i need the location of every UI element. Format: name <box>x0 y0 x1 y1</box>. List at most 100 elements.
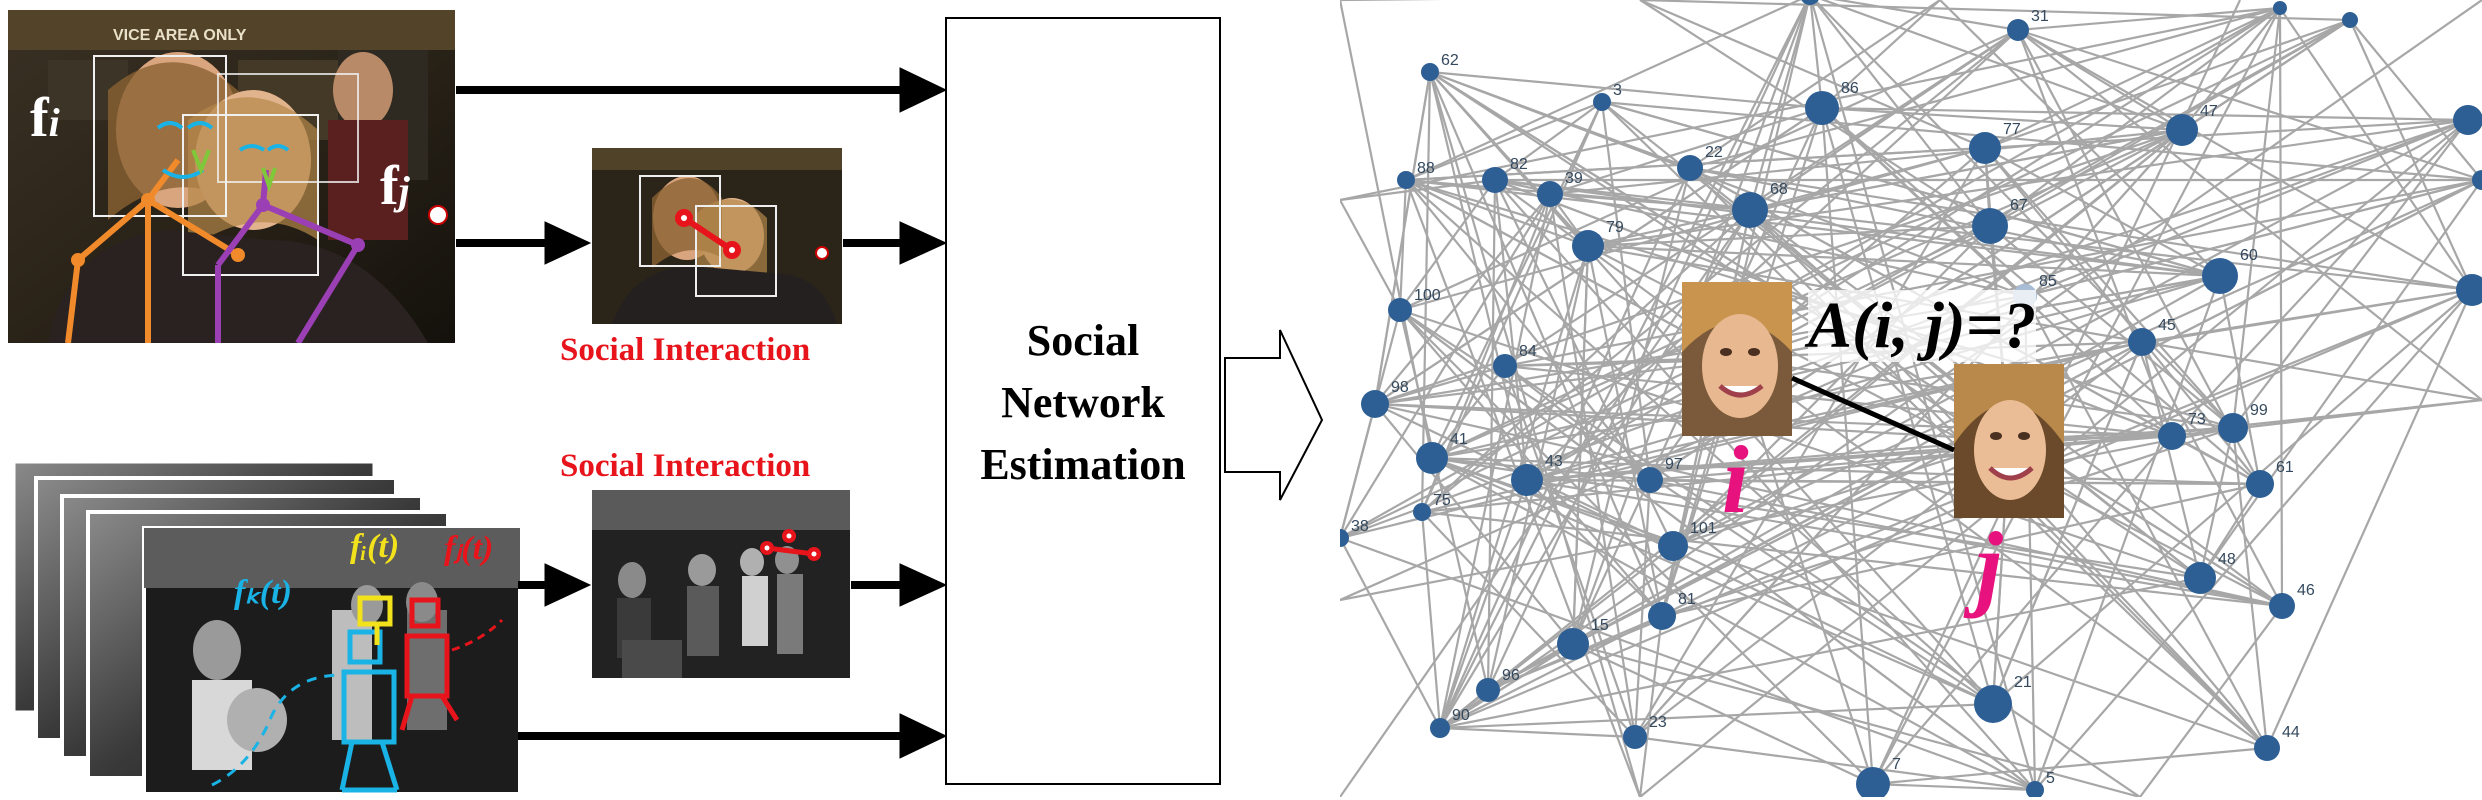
graph-edge <box>1431 456 2261 486</box>
graph-edge <box>1420 71 1432 513</box>
graph-edge <box>2265 289 2474 749</box>
arrow-to-photo-bottom-head <box>544 563 592 607</box>
graph-edge <box>1405 179 1994 705</box>
graph-node-label: 23 <box>1649 714 1667 731</box>
graph-edge <box>1821 0 1941 109</box>
graph-edge <box>1431 274 2221 460</box>
graph-edge <box>1526 438 2010 482</box>
graph-node <box>2007 19 2029 41</box>
graph-edge <box>1638 615 1664 797</box>
graph-edge <box>1672 225 1991 547</box>
graph-edge <box>2017 28 2482 182</box>
graph-node <box>1856 767 1890 797</box>
node-i-label: i <box>1722 426 1749 533</box>
graph-node <box>2453 105 2482 135</box>
interaction-photo-bottom <box>592 490 850 678</box>
graph-edge <box>1494 101 1603 181</box>
graph-edge <box>1639 0 2351 22</box>
graph-edge <box>1639 0 1986 150</box>
arrow-bottom-long-head <box>899 713 948 759</box>
graph-edge <box>1421 511 1636 738</box>
graph-node <box>1648 602 1676 630</box>
affinity-label: A(i, j)=? <box>1808 289 2037 362</box>
graph-edge <box>1429 70 2026 298</box>
graph-node <box>1658 531 1688 561</box>
graph-edge <box>1809 0 1824 109</box>
graph-node <box>1476 678 1500 702</box>
arrow-to-photo-top-head <box>544 221 592 265</box>
graph-edge <box>2349 19 2482 181</box>
graph-edge <box>1420 511 1442 729</box>
graph-edge <box>1503 365 1637 738</box>
graph-edge <box>1438 167 1692 729</box>
graph-edge <box>1405 0 1802 182</box>
graph-node <box>2202 258 2238 294</box>
graph-edge <box>1487 275 2221 691</box>
svg-text:VICE AREA ONLY: VICE AREA ONLY <box>113 27 247 44</box>
graph-edge <box>2198 427 2235 579</box>
graph-edge <box>2017 6 2281 32</box>
party-photo-pair: VICE AREA ONLY fi fj <box>8 10 455 343</box>
graph-edge <box>1984 147 2234 429</box>
estimation-line2: Network <box>1001 378 1165 427</box>
graph-node-label: 79 <box>1606 219 1624 236</box>
graph-node <box>1593 93 1611 111</box>
graph-edge <box>1493 179 1529 481</box>
graph-edge <box>1494 178 2026 298</box>
graph-edge <box>1872 782 2036 792</box>
track-label-j: fⱼ(t) <box>444 530 494 567</box>
graph-node-label: 96 <box>1502 667 1520 684</box>
graph-node-label: 3 <box>1613 82 1622 99</box>
graph-node-label: 47 <box>2200 103 2218 120</box>
graph-edge <box>1989 7 2281 227</box>
graph-node <box>1430 718 1450 738</box>
graph-node <box>1493 354 1517 378</box>
graph-node-label: 62 <box>1441 52 1459 69</box>
node-j-label: j <box>1976 512 2003 619</box>
graph-node-label: 41 <box>1450 431 1468 448</box>
graph-edge <box>1374 403 1574 645</box>
social-interaction-label-bottom: Social Interaction <box>560 448 811 484</box>
graph-node <box>1801 0 1819 5</box>
graph-node <box>1557 628 1589 660</box>
graph-node <box>1969 132 2001 164</box>
graph-node-label: 67 <box>2010 197 2028 214</box>
graph-edge <box>1571 167 1692 645</box>
graph-node-label: 46 <box>2297 582 2315 599</box>
graph-node-label: 77 <box>2003 121 2021 138</box>
graph-edge <box>1812 0 1991 227</box>
graph-edge <box>1439 643 1574 729</box>
ij-link <box>1790 375 1956 453</box>
graph-edge <box>1872 7 2281 785</box>
graph-edge <box>1374 193 1551 405</box>
graph-node-label: 101 <box>1690 520 1717 537</box>
graph-edge <box>1601 100 2482 182</box>
graph-edge <box>1992 289 2473 705</box>
graph-edge <box>1661 482 2261 618</box>
graph-node <box>1388 298 1412 322</box>
graph-edge <box>1340 209 1751 797</box>
graph-node-label: 73 <box>2188 411 2206 428</box>
graph-node <box>2273 1 2287 15</box>
graph-edge <box>1661 426 2234 618</box>
graph-edge <box>1549 192 1751 212</box>
graph-node <box>1361 390 1389 418</box>
graph-edge <box>1494 179 2036 791</box>
graph-edge <box>1872 746 2268 786</box>
graph-edge <box>1572 642 2141 797</box>
graph-edge <box>1833 0 2019 32</box>
graph-edge <box>1672 438 2010 548</box>
graph-edge <box>1340 537 1441 729</box>
graph-edge <box>2232 119 2469 429</box>
graph-edge <box>2017 29 2261 485</box>
graph-edge <box>1340 199 1401 311</box>
graph-edge <box>1810 0 2037 791</box>
graph-edge <box>2033 275 2222 791</box>
graph-node-label: 88 <box>1417 160 1435 177</box>
graph-node <box>1397 171 1415 189</box>
track-cyan <box>211 629 400 793</box>
graph-edge <box>1405 178 1589 248</box>
graph-edge <box>1601 100 2221 278</box>
